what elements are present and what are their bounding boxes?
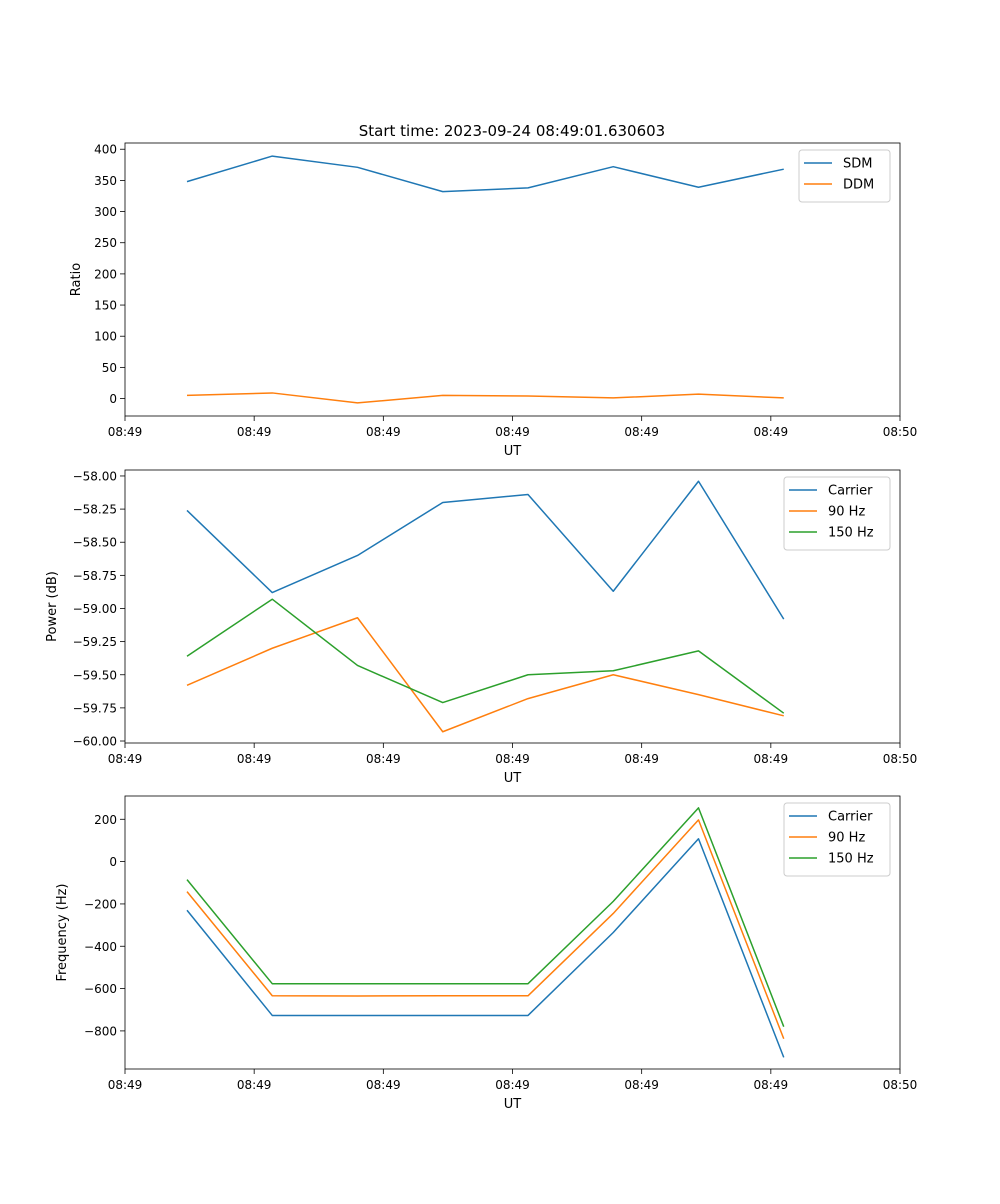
- y-tick-label: −59.00: [73, 602, 117, 616]
- x-tick-label: 08:49: [624, 752, 659, 766]
- x-tick-label: 08:49: [754, 752, 789, 766]
- x-tick-label: 08:49: [754, 425, 789, 439]
- y-tick-label: 200: [94, 813, 117, 827]
- x-tick-label: 08:49: [237, 1078, 272, 1092]
- legend-label: SDM: [843, 157, 872, 172]
- subplot-2: 08:49 08:49 08:49 08:49 08:49 08:49 08:50 −60.0…: [45, 469, 917, 786]
- y-tick-label: −58.50: [73, 536, 117, 550]
- series-line-150-hz: [186, 598, 785, 714]
- series-line-150-hz: [186, 807, 785, 1027]
- y-tick-label: 150: [94, 299, 117, 313]
- y-tick-label: −58.00: [73, 469, 117, 483]
- legend-label: 150 Hz: [828, 526, 874, 541]
- y-tick-label: 0: [109, 392, 117, 406]
- x-tick-label: 08:49: [754, 1078, 789, 1092]
- x-tick-label: 08:49: [624, 1078, 659, 1092]
- legend-label: DDM: [843, 178, 874, 193]
- legend-label: Carrier: [828, 810, 873, 825]
- y-tick-label: −600: [84, 982, 117, 996]
- x-axis-label: UT: [504, 771, 522, 786]
- x-tick-label: 08:50: [883, 752, 918, 766]
- subplot-1: 08:49 08:49 08:49 08:49 08:49 08:49 08:50 0 50 10…: [69, 142, 918, 459]
- y-axis-label: Frequency (Hz): [55, 883, 70, 981]
- y-tick-label: −800: [84, 1024, 117, 1038]
- y-tick-label: 0: [109, 855, 117, 869]
- y-tick-label: 400: [94, 143, 117, 157]
- chart-title: Start time: 2023-09-24 08:49:01.630603: [359, 122, 665, 140]
- legend-label: 150 Hz: [828, 852, 874, 867]
- y-tick-label: 200: [94, 267, 117, 281]
- legend-label: Carrier: [828, 484, 873, 499]
- series-line-carrier: [186, 838, 785, 1058]
- y-tick-label: 250: [94, 236, 117, 250]
- x-tick-label: 08:49: [237, 425, 272, 439]
- x-tick-label: 08:49: [108, 752, 143, 766]
- series-line-ddm: [186, 392, 784, 404]
- y-tick-label: 350: [94, 174, 117, 188]
- x-tick-label: 08:49: [495, 425, 530, 439]
- y-axis-label: Ratio: [69, 263, 84, 296]
- series-line-carrier: [186, 480, 785, 620]
- x-tick-label: 08:49: [366, 425, 401, 439]
- x-axis-label: UT: [504, 444, 522, 459]
- x-tick-label: 08:49: [366, 752, 401, 766]
- y-tick-label: −59.25: [73, 635, 117, 649]
- subplot-3: 08:49 08:49 08:49 08:49 08:49 08:49 08:50 −800 −…: [55, 795, 918, 1112]
- y-axis-label: Power (dB): [45, 571, 60, 642]
- x-tick-label: 08:49: [108, 1078, 143, 1092]
- legend-label: 90 Hz: [828, 505, 865, 520]
- y-tick-label: −200: [84, 897, 117, 911]
- y-tick-label: −59.75: [73, 701, 117, 715]
- legend-label: 90 Hz: [828, 831, 865, 846]
- x-tick-label: 08:49: [237, 752, 272, 766]
- legend: SDM DDM: [798, 149, 891, 203]
- y-tick-label: −58.25: [73, 503, 117, 517]
- legend: Carrier 90 Hz 150 Hz: [783, 802, 891, 877]
- y-tick-label: −60.00: [73, 735, 117, 749]
- series-line-sdm: [186, 155, 784, 193]
- x-tick-label: 08:49: [495, 1078, 530, 1092]
- y-tick-label: 50: [102, 361, 117, 375]
- x-tick-label: 08:50: [883, 1078, 918, 1092]
- x-tick-label: 08:49: [495, 752, 530, 766]
- x-tick-label: 08:50: [883, 425, 918, 439]
- legend: Carrier 90 Hz 150 Hz: [783, 476, 891, 551]
- y-tick-label: 100: [94, 330, 117, 344]
- y-tick-label: −58.75: [73, 569, 117, 583]
- y-tick-label: 300: [94, 205, 117, 219]
- x-tick-label: 08:49: [366, 1078, 401, 1092]
- y-tick-label: −400: [84, 940, 117, 954]
- x-tick-label: 08:49: [624, 425, 659, 439]
- series-line-90-hz: [186, 819, 785, 1040]
- x-axis-label: UT: [504, 1097, 522, 1112]
- series-line-90-hz: [186, 617, 784, 733]
- x-tick-label: 08:49: [108, 425, 143, 439]
- y-tick-label: −59.50: [73, 668, 117, 682]
